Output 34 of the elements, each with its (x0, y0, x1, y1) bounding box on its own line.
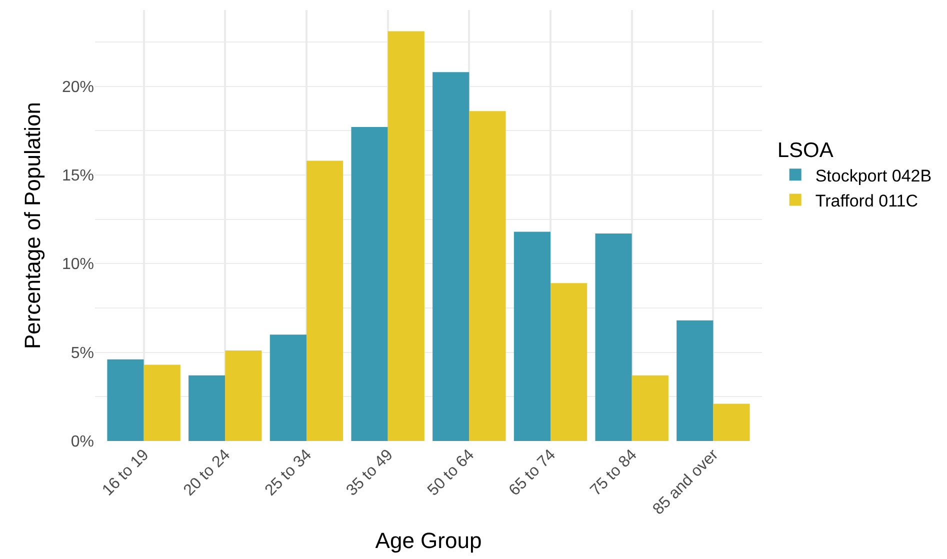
bar (676, 320, 714, 441)
y-tick-label: 10% (62, 256, 94, 274)
x-tick-label: 65 to 74 (506, 446, 560, 500)
bar (270, 334, 306, 441)
y-tick-label: 20% (62, 78, 94, 96)
bar (469, 111, 506, 441)
x-axis-title: Age Group (375, 528, 482, 554)
y-tick-label: 5% (70, 344, 94, 362)
legend-label: Stockport 042B (815, 166, 932, 186)
x-tick-label: 75 to 84 (587, 446, 640, 500)
bar (188, 375, 226, 441)
x-tick-label: 20 to 24 (180, 446, 234, 500)
bar (713, 404, 750, 441)
bar (595, 233, 632, 441)
bar (514, 232, 551, 441)
bar (550, 283, 588, 441)
bar (632, 375, 668, 441)
x-tick-label: 35 to 49 (343, 446, 396, 500)
bar (225, 350, 262, 441)
x-tick-label: 50 to 64 (424, 446, 478, 500)
bar (144, 364, 180, 441)
legend-title: LSOA (777, 139, 834, 162)
x-tick-label: 16 to 19 (99, 446, 152, 500)
x-tick-label: 25 to 34 (262, 446, 316, 500)
bar (388, 31, 424, 441)
bar (306, 160, 344, 441)
bar (107, 359, 144, 441)
bar (351, 127, 388, 441)
x-tick-label: 85 and over (650, 446, 722, 518)
bar (432, 72, 470, 441)
y-tick-label: 0% (70, 434, 94, 451)
y-tick-label: 15% (62, 168, 94, 185)
legend-label: Trafford 011C (815, 191, 918, 210)
y-axis-title: Percentage of Population (20, 102, 45, 350)
